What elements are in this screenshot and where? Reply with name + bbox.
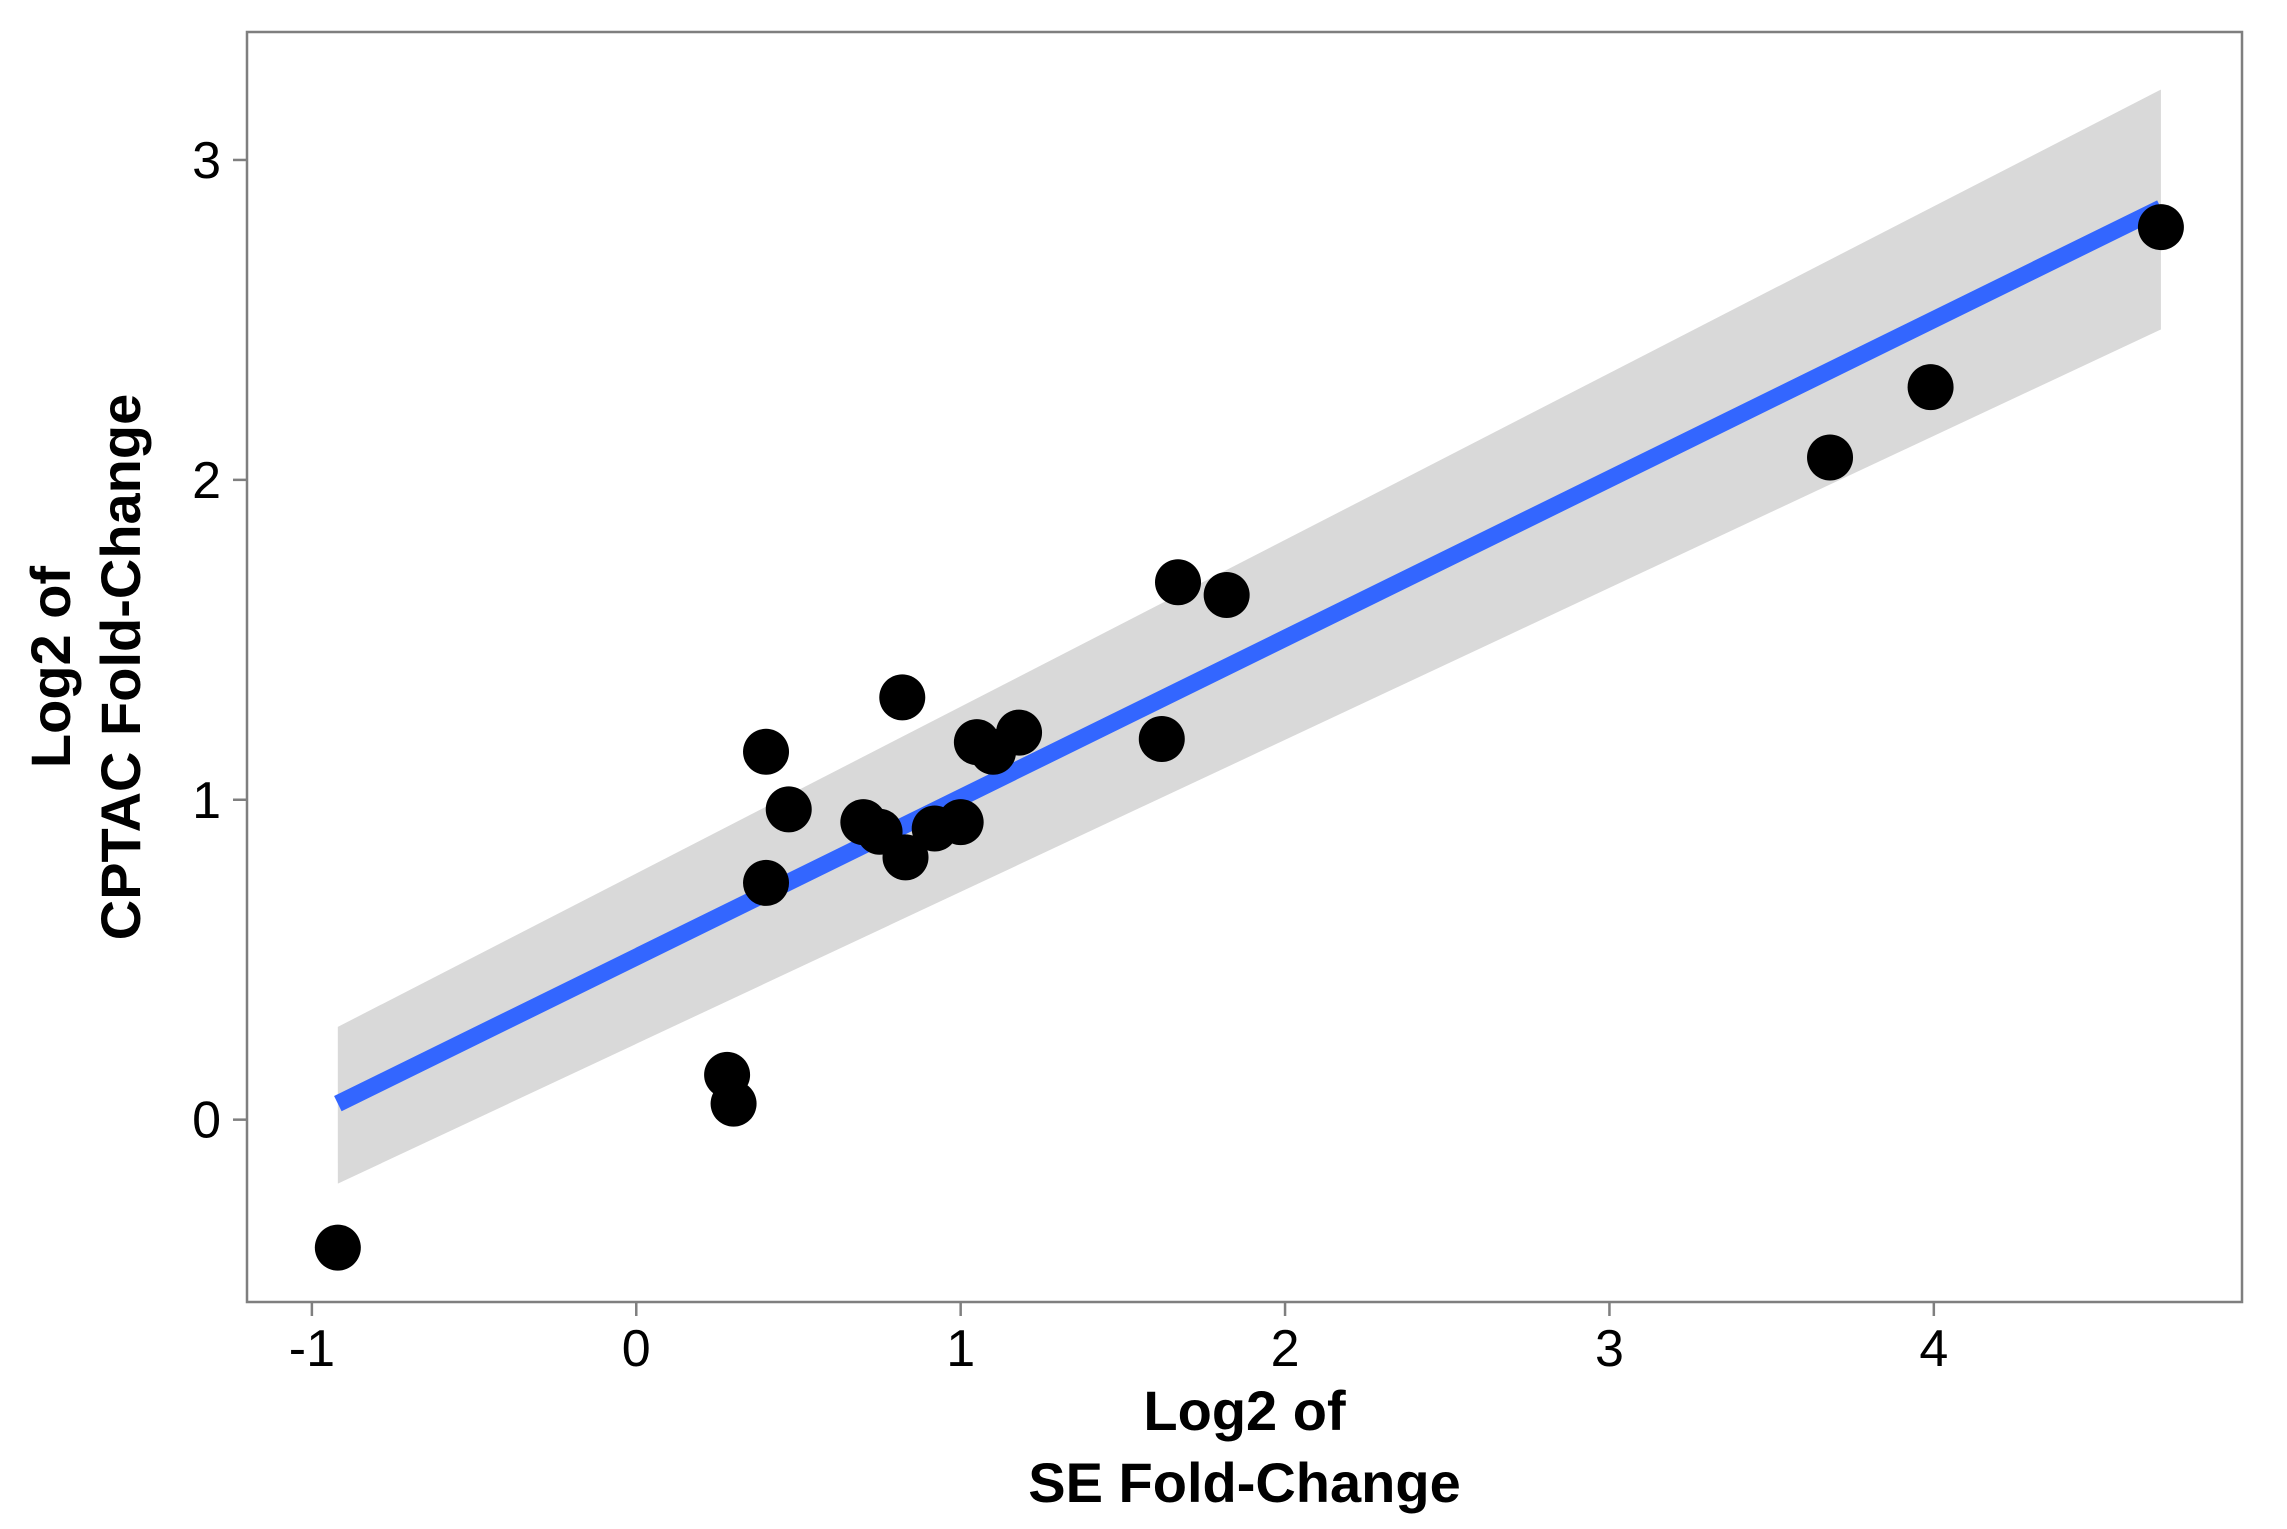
x-tick-label: 3 (1595, 1320, 1624, 1378)
data-point (743, 859, 790, 906)
axes-layer: -1 0 1 2 3 4 0 1 2 3 (192, 132, 1948, 1378)
confidence-band (337, 89, 2161, 1184)
data-point (765, 786, 812, 833)
data-point (1203, 572, 1250, 619)
data-point (2137, 204, 2184, 251)
y-tick-label: 3 (192, 132, 221, 190)
data-point (882, 834, 929, 881)
x-tick-label: 0 (622, 1320, 651, 1378)
confidence-band-layer (337, 89, 2161, 1184)
data-point (937, 799, 984, 846)
data-point (1138, 715, 1185, 762)
y-tick-label: 2 (192, 452, 221, 510)
data-point (996, 709, 1043, 756)
fit-line-layer (334, 200, 2165, 1112)
data-point (743, 728, 790, 775)
data-point (1907, 364, 1954, 411)
data-points-layer (314, 204, 2184, 1271)
data-point (1155, 559, 1201, 606)
data-point (710, 1080, 757, 1127)
y-tick-label: 1 (192, 772, 221, 830)
x-axis-title-line-1: Log2 of (1143, 1379, 1346, 1442)
y-tick-label: 0 (192, 1092, 221, 1150)
y-axis-title-line-2: CPTAC Fold-Change (89, 394, 152, 940)
data-point (1807, 434, 1854, 481)
x-tick-label: 2 (1271, 1320, 1300, 1378)
data-point (879, 674, 926, 721)
x-tick-label: 4 (1919, 1320, 1948, 1378)
x-tick-label: -1 (289, 1320, 335, 1378)
plot-frame (245, 30, 2244, 1304)
x-tick-label: 1 (946, 1320, 975, 1378)
y-axis-title-line-1: Log2 of (19, 566, 82, 769)
data-point (314, 1224, 361, 1271)
regression-line (334, 200, 2165, 1112)
x-axis-title-line-2: SE Fold-Change (1028, 1451, 1460, 1514)
